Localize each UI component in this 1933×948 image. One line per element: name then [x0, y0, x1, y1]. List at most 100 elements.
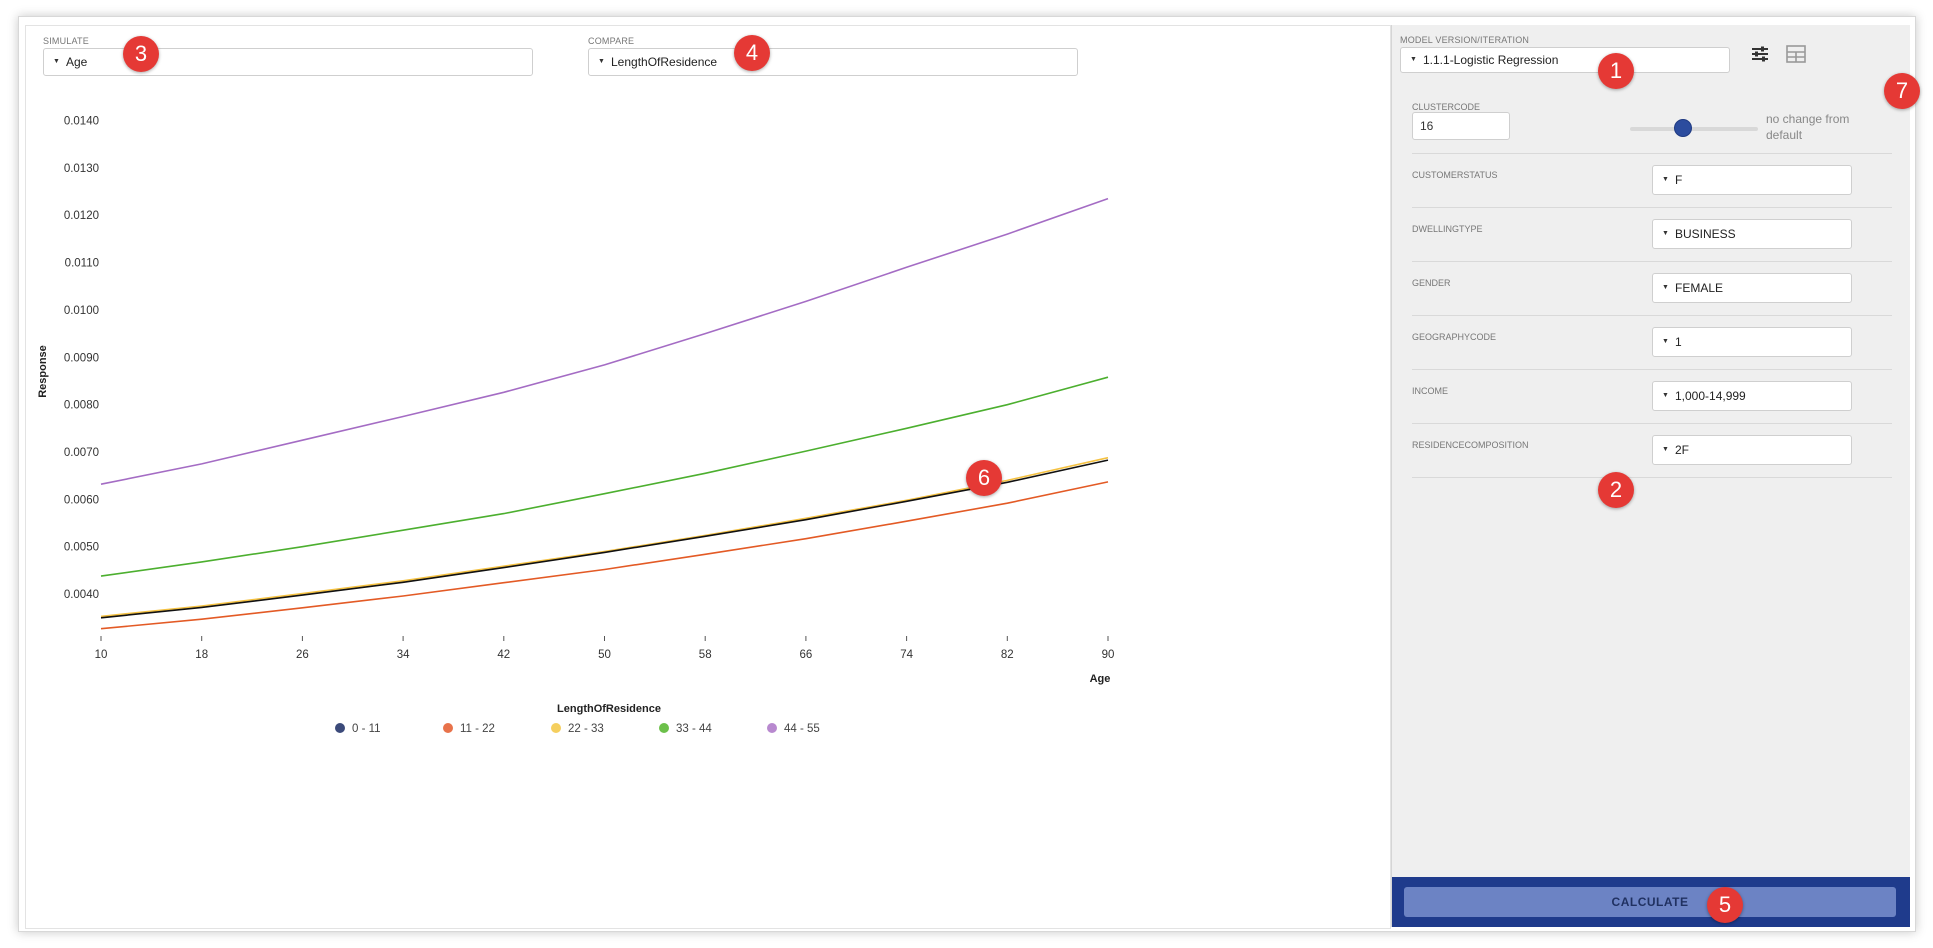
caret-down-icon: ▼	[1662, 176, 1669, 183]
legend-entry: 44 - 55	[784, 723, 820, 735]
x-tick-label: 42	[497, 649, 510, 661]
y-tick-label: 0.0100	[64, 305, 99, 317]
caret-down-icon: ▼	[598, 58, 605, 65]
simulation-panel: SIMULATE ▼ Age COMPARE ▼ LengthOfResiden…	[25, 25, 1391, 929]
caret-down-icon: ▼	[1410, 56, 1417, 63]
simulate-value: Age	[66, 55, 88, 69]
legend-swatch	[335, 723, 345, 733]
calculate-button[interactable]: CALCULATE	[1404, 887, 1896, 917]
model-select[interactable]: ▼ 1.1.1-Logistic Regression	[1400, 47, 1730, 73]
divider	[1412, 153, 1892, 154]
dwellingtype-select[interactable]: ▼ BUSINESS	[1652, 219, 1852, 249]
x-tick-label: 18	[195, 649, 208, 661]
model-value: 1.1.1-Logistic Regression	[1423, 53, 1559, 67]
legend-swatch	[551, 723, 561, 733]
y-tick-label: 0.0090	[64, 352, 99, 364]
y-tick-label: 0.0040	[64, 589, 99, 601]
gender-value: FEMALE	[1675, 281, 1724, 295]
legend-swatch	[659, 723, 669, 733]
x-tick-label: 10	[95, 649, 108, 661]
x-tick-label: 50	[598, 649, 611, 661]
y-tick-label: 0.0070	[64, 447, 99, 459]
y-tick-label: 0.0120	[64, 210, 99, 222]
y-tick-label: 0.0050	[64, 542, 99, 554]
geographycode-value: 1	[1675, 335, 1682, 349]
series-line-33-44	[100, 376, 1109, 577]
y-tick-label: 0.0060	[64, 494, 99, 506]
income-label: INCOME	[1412, 386, 1448, 396]
x-tick-label: 26	[296, 649, 309, 661]
residencecomposition-label: RESIDENCECOMPOSITION	[1412, 440, 1529, 450]
clustercode-slider-track[interactable]	[1630, 127, 1758, 131]
divider	[1412, 423, 1892, 424]
series-line-11-22	[100, 481, 1109, 630]
legend-swatch	[767, 723, 777, 733]
y-tick-label: 0.0130	[64, 163, 99, 175]
x-tick-label: 34	[397, 649, 410, 661]
compare-value: LengthOfResidence	[611, 55, 718, 69]
table-icon[interactable]	[1786, 45, 1806, 69]
x-tick-label: 66	[800, 649, 813, 661]
annotation-badge-4: 4	[734, 35, 770, 71]
compare-select[interactable]: ▼ LengthOfResidence	[588, 48, 1078, 76]
legend-swatch	[443, 723, 453, 733]
legend-entry: 33 - 44	[676, 723, 712, 735]
clustercode-label: CLUSTERCODE	[1412, 102, 1481, 112]
x-axis-title: Age	[1090, 673, 1111, 685]
series-line-44-55	[100, 197, 1109, 485]
compare-label: COMPARE	[588, 36, 635, 46]
annotation-badge-2: 2	[1598, 472, 1634, 508]
legend-entry: 22 - 33	[568, 723, 604, 735]
simulate-label: SIMULATE	[43, 36, 89, 46]
clustercode-slider-thumb[interactable]	[1674, 119, 1692, 137]
geographycode-label: GEOGRAPHYCODE	[1412, 332, 1497, 342]
caret-down-icon: ▼	[1662, 338, 1669, 345]
customerstatus-select[interactable]: ▼ F	[1652, 165, 1852, 195]
model-parameters-panel: MODEL VERSION/ITERATION ▼ 1.1.1-Logistic…	[1391, 25, 1910, 927]
x-tick-label: 58	[699, 649, 712, 661]
customerstatus-label: CUSTOMERSTATUS	[1412, 170, 1498, 180]
annotation-badge-1: 1	[1598, 53, 1634, 89]
legend-entry: 0 - 11	[352, 723, 381, 735]
response-line-chart: 0.0040 0.0050 0.0060 0.0070 0.0080 0.0090 0.01…	[37, 115, 1115, 735]
income-select[interactable]: ▼ 1,000-14,999	[1652, 381, 1852, 411]
divider	[1412, 261, 1892, 262]
caret-down-icon: ▼	[1662, 446, 1669, 453]
clustercode-input[interactable]: 16	[1412, 112, 1510, 140]
legend-title: LengthOfResidence	[557, 703, 661, 715]
annotation-badge-6: 6	[966, 460, 1002, 496]
app-window: SIMULATE ▼ Age COMPARE ▼ LengthOfResiden…	[18, 16, 1920, 932]
divider	[1412, 477, 1892, 478]
divider	[1412, 369, 1892, 370]
y-tick-label: 0.0080	[64, 400, 99, 412]
customerstatus-value: F	[1675, 173, 1683, 187]
calculate-bar: CALCULATE	[1392, 877, 1910, 927]
divider	[1412, 207, 1892, 208]
legend-entry: 11 - 22	[460, 723, 495, 735]
caret-down-icon: ▼	[1662, 230, 1669, 237]
gender-select[interactable]: ▼ FEMALE	[1652, 273, 1852, 303]
y-axis-title: Response	[37, 345, 49, 398]
annotation-badge-5: 5	[1707, 887, 1743, 923]
annotation-badge-7: 7	[1884, 73, 1920, 109]
residencecomposition-select[interactable]: ▼ 2F	[1652, 435, 1852, 465]
caret-down-icon: ▼	[53, 58, 60, 65]
x-tick-label: 82	[1001, 649, 1014, 661]
residencecomposition-value: 2F	[1675, 443, 1690, 457]
slider-note: no change from default	[1766, 112, 1850, 142]
model-label: MODEL VERSION/ITERATION	[1400, 35, 1530, 45]
sliders-icon[interactable]	[1750, 44, 1770, 70]
y-tick-label: 0.0110	[65, 258, 99, 270]
y-tick-label: 0.0140	[64, 115, 99, 127]
gender-label: GENDER	[1412, 278, 1451, 288]
x-tick-label: 74	[900, 649, 913, 661]
series-line-22-33	[100, 456, 1109, 618]
series-line-0-11	[100, 459, 1109, 619]
caret-down-icon: ▼	[1662, 284, 1669, 291]
dwellingtype-label: DWELLINGTYPE	[1412, 224, 1483, 234]
geographycode-select[interactable]: ▼ 1	[1652, 327, 1852, 357]
dwellingtype-value: BUSINESS	[1675, 227, 1736, 241]
x-tick-label: 90	[1102, 649, 1115, 661]
divider	[1412, 315, 1892, 316]
caret-down-icon: ▼	[1662, 392, 1669, 399]
